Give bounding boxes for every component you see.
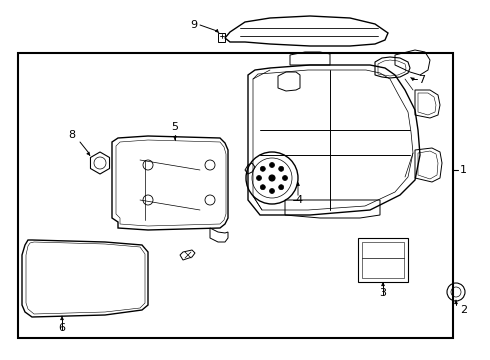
Circle shape: [270, 162, 274, 167]
Bar: [358, 238, 408, 282]
Circle shape: [279, 185, 284, 190]
Circle shape: [279, 166, 284, 171]
Bar: [362, 242, 404, 278]
Circle shape: [260, 185, 265, 190]
Text: 3: 3: [379, 288, 387, 298]
Text: 5: 5: [172, 122, 178, 132]
Circle shape: [270, 189, 274, 194]
Circle shape: [260, 166, 265, 171]
Circle shape: [256, 176, 262, 180]
Circle shape: [283, 176, 288, 180]
Text: 4: 4: [295, 195, 302, 205]
Text: 1: 1: [460, 165, 467, 175]
Bar: [18, 53, 453, 338]
Text: 9: 9: [190, 20, 197, 30]
Text: 7: 7: [418, 75, 425, 85]
Text: 2: 2: [460, 305, 467, 315]
Circle shape: [269, 175, 275, 181]
Text: 8: 8: [69, 130, 75, 140]
Text: 6: 6: [58, 323, 66, 333]
